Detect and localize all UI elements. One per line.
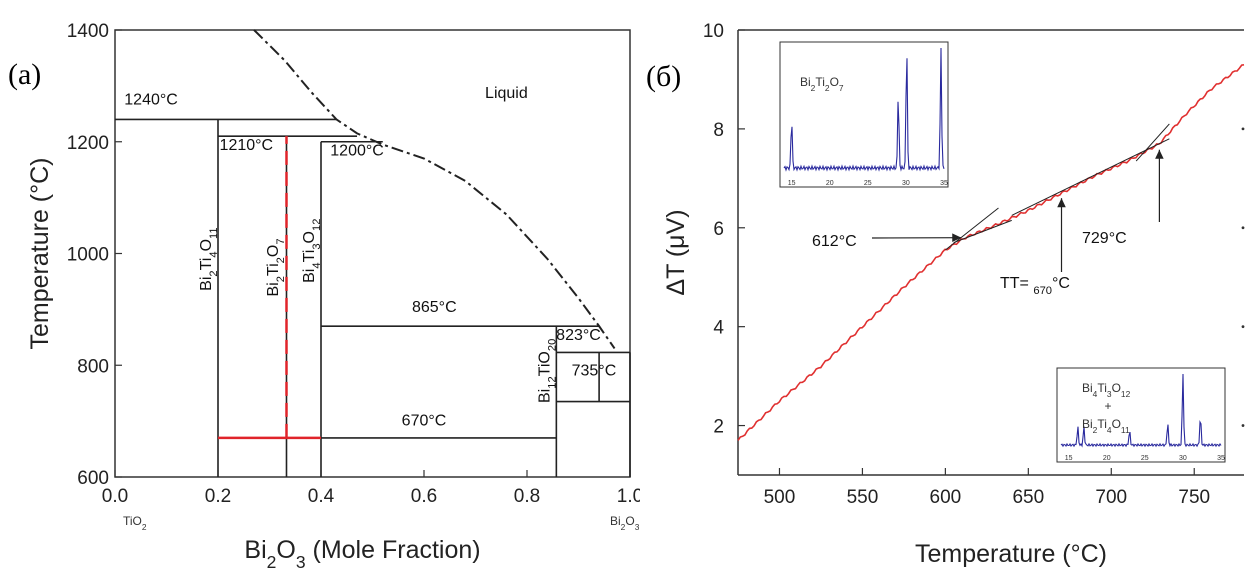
inset-bottom-tick-label: 20 — [1103, 455, 1111, 462]
y-tick-label: 6 — [713, 219, 724, 240]
tangent-line — [1011, 138, 1170, 216]
phase-name-label: Bi12TiO20 — [536, 339, 558, 403]
x-tick-label: 0.4 — [308, 486, 335, 507]
edge-mark — [1241, 127, 1245, 131]
y-tick-label: 8 — [713, 120, 724, 141]
temperature-annotation: 670°C — [402, 413, 447, 430]
x-tick-label: 500 — [764, 487, 796, 508]
x-tick-label: 600 — [930, 487, 962, 508]
edge-mark — [1241, 424, 1245, 427]
x-tick-label: 0.2 — [205, 486, 231, 507]
y-tick-label: 10 — [703, 21, 724, 42]
x-end-label-left: TiO2 — [123, 514, 147, 532]
x-tick-label: 0.8 — [514, 486, 540, 507]
inset-bottom-tick-label: 30 — [1179, 455, 1187, 462]
inset-bottom-tick-label: 25 — [1141, 455, 1149, 462]
transition-annotation-670: TT= 670°C — [1000, 275, 1070, 297]
edge-mark — [1241, 325, 1245, 329]
temperature-annotation: 1240°C — [124, 91, 178, 108]
phase-name-label: Bi2Ti4O11 — [198, 227, 220, 291]
x-tick-label: 0.6 — [411, 486, 437, 507]
temperature-annotation: 1200°C — [330, 143, 384, 160]
dta-curve-chart: (б) 500 550 600 650 700 750 2 4 6 8 10 Temperature … — [646, 21, 1245, 568]
arrow-670-head — [1057, 198, 1066, 208]
y-axis-title: Temperature (°C) — [26, 158, 54, 350]
inset-bottom-label-top: Bi4Ti3O12 — [1082, 381, 1131, 399]
x-tick-label: 550 — [847, 487, 879, 508]
y-tick-label: 1200 — [67, 133, 109, 154]
temperature-annotation: Liquid — [485, 85, 528, 102]
arrow-612-head — [952, 233, 962, 242]
x-tick-label: 0.0 — [102, 486, 128, 507]
y-axis-title: ΔT (μV) — [662, 209, 690, 295]
inset-bottom-tick-label: 15 — [1065, 455, 1073, 462]
x-tick-label: 1.0 — [617, 486, 640, 507]
inset-top-tick-label: 20 — [826, 180, 834, 187]
liquidus-curve — [253, 29, 616, 350]
panel-a-label: (a) — [8, 58, 41, 91]
edge-mark — [1241, 226, 1245, 230]
inset-top-label: Bi2Ti2O7 — [800, 75, 844, 93]
inset-bottom-pattern — [1060, 373, 1222, 448]
temperature-annotation: 735°C — [572, 362, 617, 379]
inset-top-tick-label: 30 — [902, 180, 910, 187]
temperature-annotation: 865°C — [412, 299, 457, 316]
inset-top-frame — [779, 41, 949, 188]
inset-top-tick-label: 15 — [788, 180, 796, 187]
onset-annotation-612: 612°C — [812, 233, 857, 250]
inset-top-pattern — [783, 47, 945, 172]
phase-diagram-chart: (a) 0.0 0.2 0.4 0.6 0.8 1.0 600 800 1000 1200 1400… — [8, 21, 640, 572]
y-tick-label: 600 — [77, 468, 109, 489]
x-end-label-right: Bi2O3 — [610, 514, 640, 532]
plot-frame — [114, 29, 631, 478]
x-axis-title: Bi2O3 (Mole Fraction) — [244, 536, 480, 572]
x-axis-title: Temperature (°C) — [915, 540, 1107, 568]
inset-bottom-plus: + — [1104, 399, 1111, 413]
y-tick-label: 2 — [713, 417, 724, 438]
inset-top-tick-label: 25 — [864, 180, 872, 187]
panel-b-dta-chart: (б) 500 550 600 650 700 750 2 4 6 8 10 Temperature … — [640, 0, 1246, 572]
x-tick-label: 750 — [1178, 487, 1210, 508]
y-tick-label: 4 — [713, 318, 724, 339]
tangent-line — [1135, 123, 1170, 162]
tangent-line — [945, 207, 999, 251]
x-tick-label: 650 — [1012, 487, 1044, 508]
inset-bottom-label-bottom: Bi2Ti4O11 — [1082, 417, 1130, 435]
temperature-annotation: 1210°C — [220, 137, 274, 154]
tangent-line — [953, 219, 1012, 244]
inset-top-tick-label: 35 — [940, 180, 948, 187]
inset-bottom-tick-label: 35 — [1217, 455, 1225, 462]
panel-b-label: (б) — [646, 60, 681, 93]
transition-annotation-729: 729°C — [1082, 230, 1127, 247]
phase-name-label: Bi4Ti3O12 — [301, 219, 323, 283]
panel-a-phase-diagram: (a) 0.0 0.2 0.4 0.6 0.8 1.0 600 800 1000 1200 1400… — [8, 21, 640, 572]
arrow-729-head — [1155, 149, 1164, 159]
y-tick-label: 1400 — [67, 21, 109, 42]
x-tick-label: 700 — [1095, 487, 1127, 508]
y-tick-label: 1000 — [67, 245, 109, 266]
temperature-annotation: 823°C — [556, 327, 601, 344]
phase-name-label: Bi2Ti2O7 — [265, 238, 287, 296]
y-tick-label: 800 — [77, 356, 109, 377]
